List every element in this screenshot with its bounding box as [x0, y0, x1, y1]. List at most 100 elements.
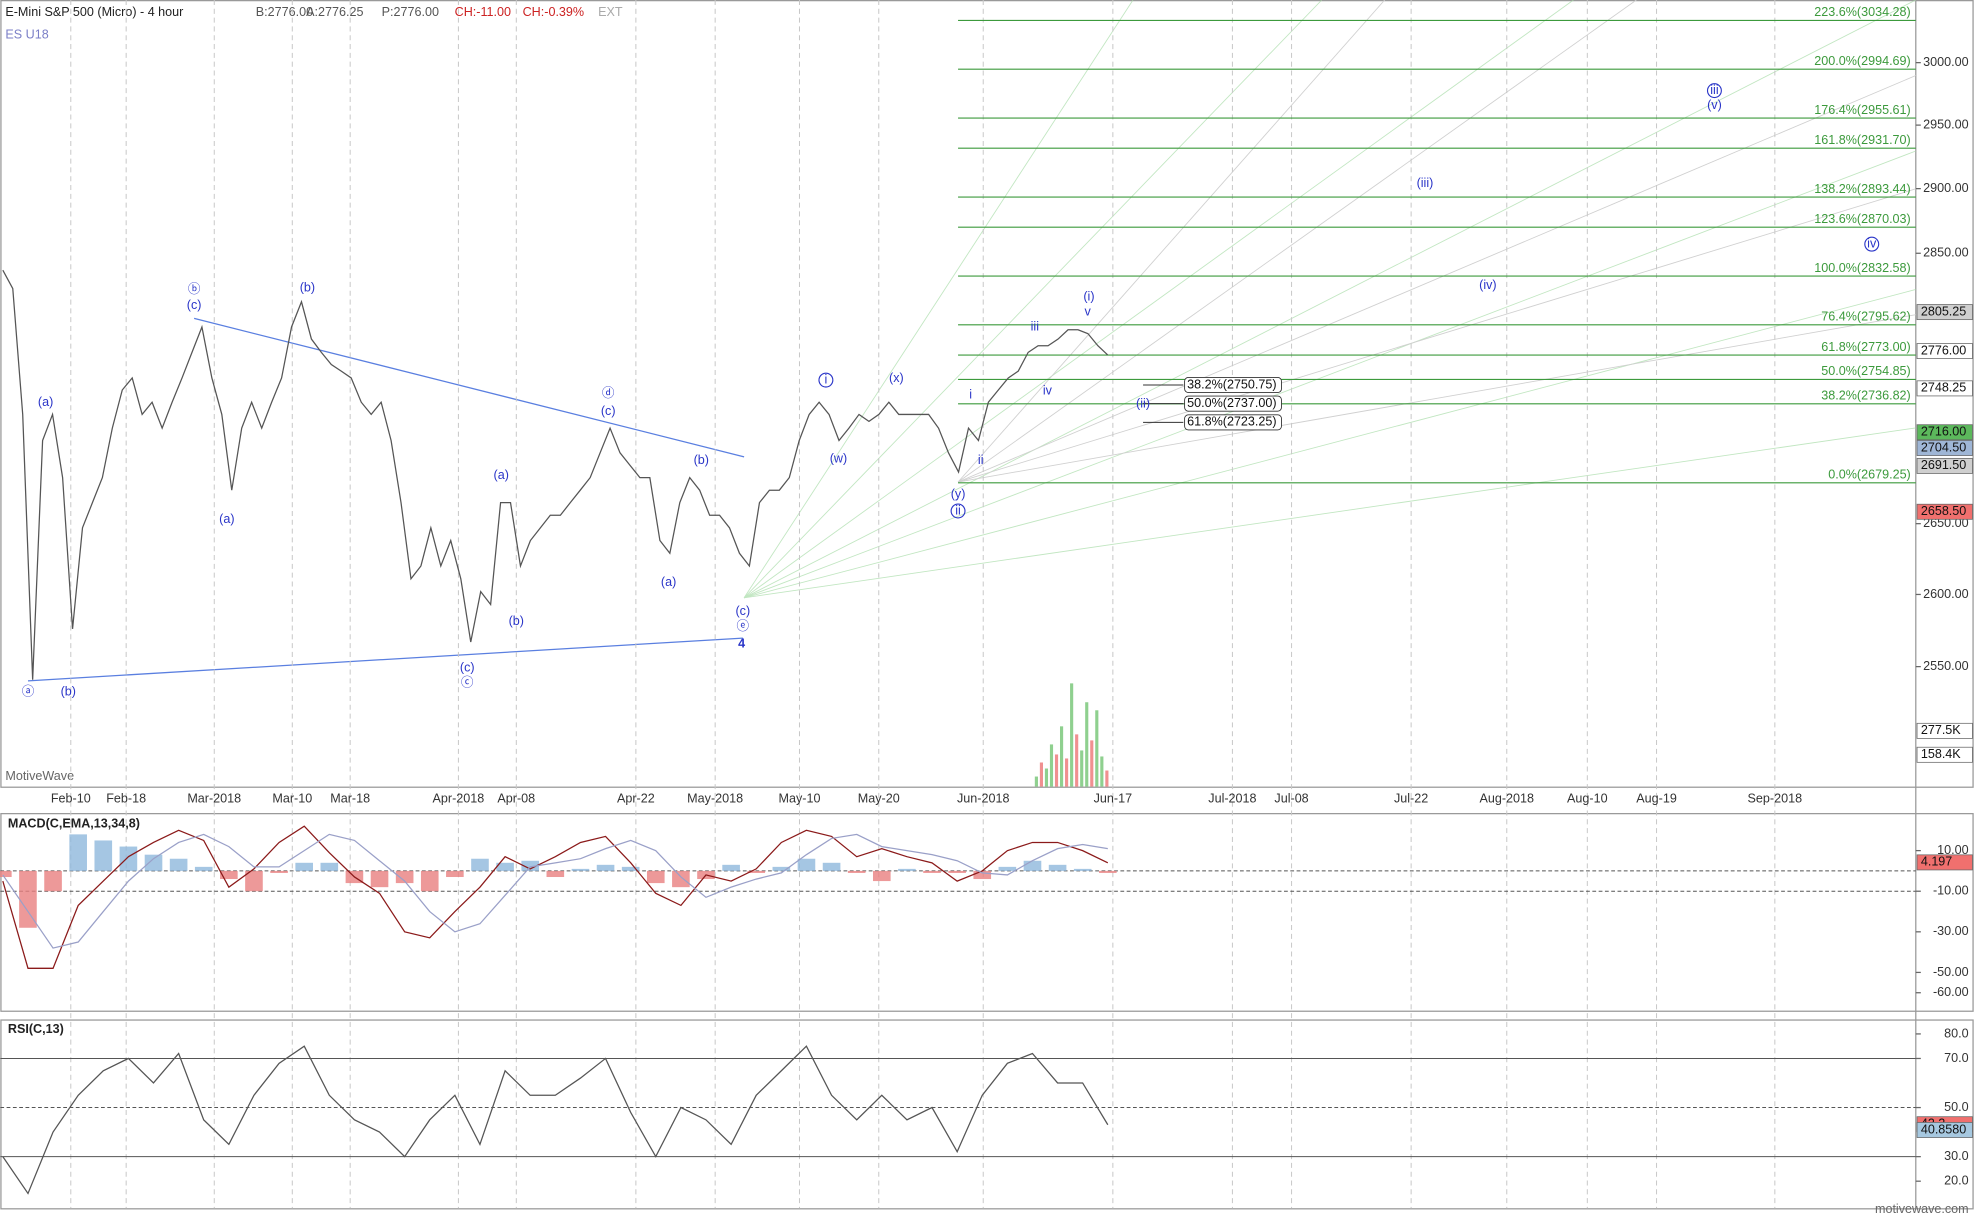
rsi-title: RSI(C,13): [8, 1022, 64, 1036]
price-tag: 2691.50: [1921, 458, 1966, 472]
price-tag: 2704.50: [1921, 440, 1966, 454]
histogram-bar: [194, 866, 213, 871]
wave-label: ⓔ: [737, 619, 750, 633]
histogram-bar: [822, 862, 841, 871]
histogram-bar: [596, 864, 615, 871]
histogram-bar: [621, 866, 640, 871]
y-tick-label: 2950.00: [1923, 117, 1968, 131]
wave-label: (b): [300, 281, 315, 295]
fan-line: [957, 188, 1916, 483]
y-tick-label: 10.00: [1937, 843, 1968, 857]
volume-bar: [1039, 762, 1044, 787]
retracement-label: 38.2%(2750.75): [1187, 377, 1277, 391]
volume-bar: [1044, 768, 1049, 787]
wave-label: (b): [694, 453, 709, 467]
wave-label: (x): [889, 371, 904, 385]
x-tick-label: Jul-2018: [1208, 791, 1256, 805]
change: CH:-11.00: [455, 5, 511, 19]
x-tick-label: Jul-08: [1274, 791, 1308, 805]
histogram-bar: [420, 870, 439, 892]
fan-line: [743, 0, 1323, 599]
histogram-bar: [44, 870, 62, 892]
wave-label: (i): [1083, 289, 1094, 303]
y-tick-label: -60.00: [1933, 985, 1969, 999]
fib-label: 223.6%(3034.28): [1814, 5, 1911, 19]
price-tag: 2658.50: [1921, 504, 1966, 518]
histogram-bar: [747, 870, 766, 873]
x-tick-label: Feb-18: [106, 791, 146, 805]
x-tick-label: Mar-2018: [187, 791, 241, 805]
price-tag-box: [1916, 343, 1973, 359]
trendline: [193, 317, 745, 458]
fib-label: 61.8%(2773.00): [1821, 340, 1911, 354]
price-tag: 158.4K: [1921, 747, 1961, 761]
histogram-bar: [220, 870, 238, 880]
x-tick-label: Apr-08: [497, 791, 535, 805]
price-tag-box: [1916, 424, 1973, 441]
histogram-bar: [144, 854, 163, 871]
wave-label-circle: [1864, 236, 1880, 252]
y-tick-label: 30.0: [1944, 1149, 1968, 1163]
wave-label: i: [969, 388, 972, 402]
wave-label: (y): [951, 487, 966, 501]
watermark: MotiveWave: [5, 769, 74, 783]
wave-label: (a): [494, 468, 509, 482]
y-tick-label: -30.00: [1933, 924, 1969, 938]
histogram-bar: [245, 870, 263, 892]
histogram-bar: [898, 868, 916, 871]
histogram-bar: [295, 862, 313, 871]
wave-label: ⓒ: [461, 676, 474, 690]
histogram-bar: [471, 858, 489, 871]
wave-label: ⓐ: [22, 685, 35, 699]
histogram-bar: [546, 870, 565, 878]
x-tick-label: May-10: [779, 791, 821, 805]
wave-label: (c): [187, 298, 202, 312]
wave-label: v: [1085, 304, 1092, 318]
price-tag-box: [1916, 304, 1973, 321]
price-tag-box: [1916, 380, 1973, 397]
histogram-bar: [1073, 868, 1092, 871]
volume-bar: [1090, 740, 1094, 787]
y-tick-label: 2550.00: [1923, 659, 1968, 673]
wave-label: (iv): [1479, 278, 1496, 292]
wave-label: (a): [38, 395, 53, 409]
series-line: [2, 833, 1108, 949]
histogram-bar: [1099, 870, 1117, 873]
histogram-bar: [948, 870, 966, 873]
wave-label-circle: [818, 372, 834, 388]
price-tag-box: [1916, 440, 1973, 456]
x-tick-label: May-2018: [687, 791, 743, 805]
retracement-label: 61.8%(2723.25): [1187, 415, 1277, 429]
fib-label: 76.4%(2795.62): [1821, 310, 1911, 324]
histogram-bar: [722, 864, 740, 871]
price-tag: 277.5K: [1921, 723, 1961, 737]
fan-line: [957, 75, 1916, 483]
wave-label: iii: [1710, 83, 1718, 97]
wave-label: (b): [509, 614, 524, 628]
wave-label: ii: [955, 503, 961, 517]
fib-label: 38.2%(2736.82): [1821, 389, 1911, 403]
histogram-bar: [797, 858, 816, 871]
wave-label: (a): [661, 575, 676, 589]
fan-line: [743, 0, 1574, 599]
volume-bar: [1070, 683, 1074, 787]
histogram-bar: [496, 862, 514, 871]
fib-label: 176.4%(2955.61): [1814, 103, 1911, 117]
y-tick-label: 20.0: [1944, 1174, 1968, 1188]
fan-line: [744, 427, 1916, 599]
fib-label: 161.8%(2931.70): [1814, 133, 1911, 147]
price-tag: 4.197: [1921, 855, 1952, 869]
x-tick-label: Apr-2018: [433, 791, 485, 805]
instrument-title: E-Mini S&P 500 (Micro) - 4 hour: [5, 5, 183, 19]
histogram-bar: [270, 870, 288, 873]
x-tick-label: Mar-18: [330, 791, 370, 805]
histogram-bar: [446, 870, 464, 878]
last-price: P:2776.00: [382, 5, 439, 19]
series-line: [2, 1045, 1109, 1195]
series-line: [2, 269, 1109, 680]
macd-panel-frame: [0, 813, 1974, 1012]
histogram-bar: [370, 870, 389, 888]
retracement-box: [1184, 377, 1282, 393]
